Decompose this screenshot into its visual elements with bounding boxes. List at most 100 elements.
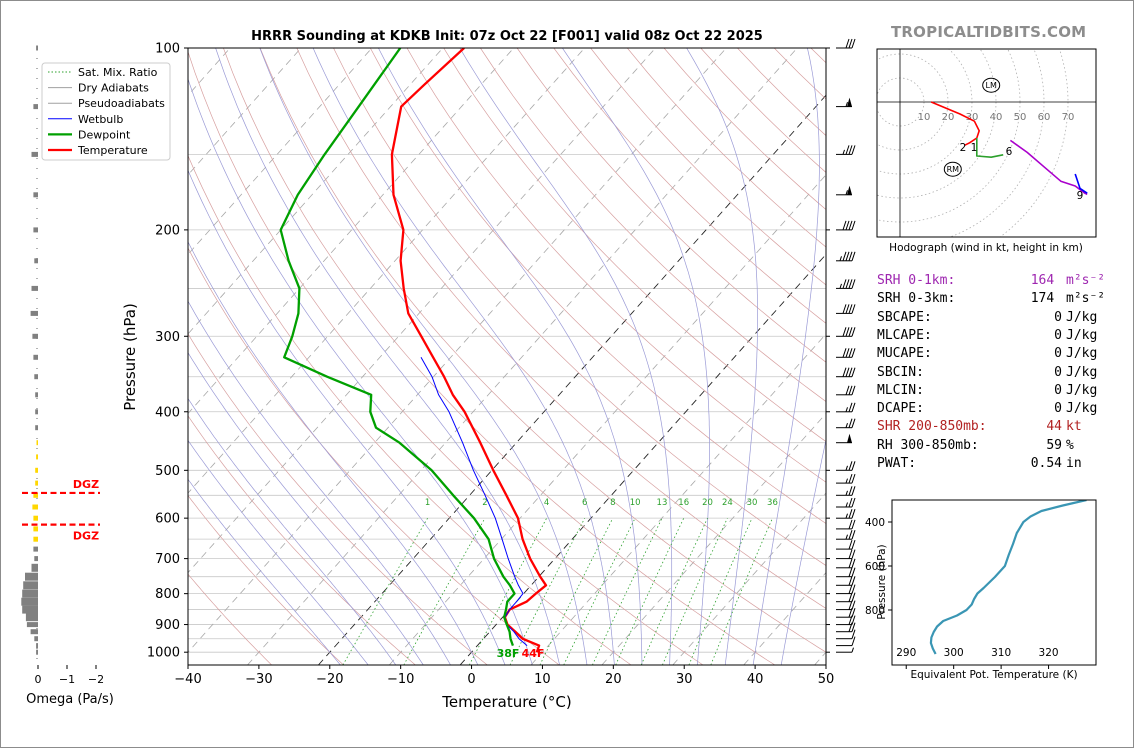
barb-half: [845, 490, 848, 496]
barb-full: [848, 519, 853, 530]
wind-barb: [836, 519, 856, 530]
barb-full: [842, 279, 847, 289]
x-tick-label: 40: [747, 672, 764, 687]
theta-e-trace: [929, 500, 1087, 655]
barb-full: [845, 38, 850, 49]
mixing-ratio-line: [640, 518, 708, 665]
moist-adiabat: [562, 48, 710, 665]
index-label: RH 300-850mb:: [877, 437, 979, 453]
barb-full: [845, 251, 850, 261]
barb-full: [851, 418, 856, 428]
mixing-ratio-label: 36: [767, 498, 778, 508]
omega-bar: [34, 258, 38, 264]
index-label: SBCIN:: [877, 364, 924, 380]
wind-barb: [836, 636, 856, 647]
legend-label: Wetbulb: [78, 113, 123, 126]
wind-barb: [836, 433, 852, 444]
omega-bar: [33, 546, 38, 552]
hodograph-ring-label: 10: [918, 112, 931, 123]
barb-full: [851, 519, 856, 530]
index-unit: kt: [1066, 419, 1082, 435]
skewt-background-lines: [0, 48, 826, 665]
storm-motion-label: LM: [986, 81, 997, 90]
barb-full: [848, 549, 853, 559]
omega-bar: [34, 636, 38, 642]
barb-full: [848, 615, 853, 625]
y-tick-label: 100: [155, 42, 180, 57]
wind-barb: [836, 592, 856, 603]
barb-full: [851, 622, 856, 632]
omega-bar: [22, 589, 38, 598]
barb-full: [842, 367, 847, 377]
barb-full: [842, 304, 847, 314]
omega-bar: [33, 536, 38, 542]
freezing-isotherm: [459, 253, 826, 665]
mixing-ratio-label: 10: [630, 498, 641, 508]
wind-barb: [836, 145, 856, 155]
dry-adiabat: [516, 48, 826, 363]
omega-bar: [33, 492, 38, 498]
mixing-ratio-line: [342, 517, 428, 665]
index-value: 59: [1046, 437, 1062, 453]
dry-adiabat: [259, 48, 826, 653]
y-axis-label: Pressure (hPa): [121, 303, 139, 411]
hodograph-traces: LM RM 2 1 6 9: [930, 77, 1088, 202]
omega-bar: [23, 581, 38, 590]
barb-full: [848, 567, 853, 577]
mixing-ratio-label: 30: [747, 498, 758, 508]
barb-full: [851, 549, 856, 559]
wind-barb: [836, 348, 856, 358]
wind-barb: [836, 576, 856, 586]
dry-adiabat: [188, 333, 488, 665]
barb-full: [848, 622, 853, 632]
barb-full: [851, 584, 856, 594]
barb-flag: [847, 97, 852, 107]
barb-full: [848, 576, 853, 586]
isotherm-line: [0, 48, 18, 665]
hodograph-height-label: 6: [1006, 146, 1013, 158]
omega-bar: [34, 556, 38, 562]
barb-full: [848, 220, 853, 231]
isotherm-line: [188, 48, 444, 335]
mixing-ratio-label: 6: [582, 498, 587, 508]
barb-full: [845, 367, 850, 377]
y-tick-label: 400: [155, 405, 180, 420]
dry-adiabat: [443, 48, 826, 442]
omega-bar: [33, 192, 38, 198]
dgz-label: DGZ: [73, 478, 99, 491]
hodograph-ring-label: 70: [1062, 112, 1075, 123]
barb-half: [845, 423, 848, 428]
mixing-ratio-line: [539, 518, 614, 665]
barb-full: [851, 615, 856, 625]
index-label: SBCAPE:: [877, 309, 932, 325]
x-tick-label: 0: [467, 672, 475, 687]
barb-full: [845, 327, 850, 337]
barb-flag: [847, 433, 852, 443]
barb-full: [848, 402, 853, 412]
barb-full: [845, 385, 850, 395]
mixing-ratio-label: 4: [544, 498, 549, 508]
omega-bar: [35, 425, 38, 431]
mixing-ratio-label: 20: [702, 498, 713, 508]
index-value: 0: [1054, 327, 1062, 343]
skewt-frame: [187, 47, 827, 666]
x-tick-label: 50: [818, 672, 835, 687]
moist-adiabat: [188, 300, 451, 665]
dgz-label: DGZ: [73, 530, 99, 543]
mixing-ratio-label: 1: [425, 498, 430, 508]
legend-label: Sat. Mix. Ratio: [78, 66, 158, 79]
wind-barb: [836, 622, 856, 633]
mixing-ratio-label: 16: [678, 498, 689, 508]
chart-title: HRRR Sounding at KDKB Init: 07z Oct 22 […: [251, 29, 763, 44]
barb-full: [845, 304, 850, 314]
y-tick-label: 600: [155, 512, 180, 527]
barb-full: [848, 461, 853, 471]
barb-half: [842, 149, 845, 155]
y-tick-label: 200: [155, 223, 180, 238]
surface-temperature-label: 44F: [522, 647, 545, 660]
omega-bar: [32, 504, 38, 510]
barb-half: [845, 190, 848, 195]
wind-barb: [836, 402, 856, 413]
wind-barb: [836, 185, 852, 196]
barb-half: [845, 465, 848, 471]
